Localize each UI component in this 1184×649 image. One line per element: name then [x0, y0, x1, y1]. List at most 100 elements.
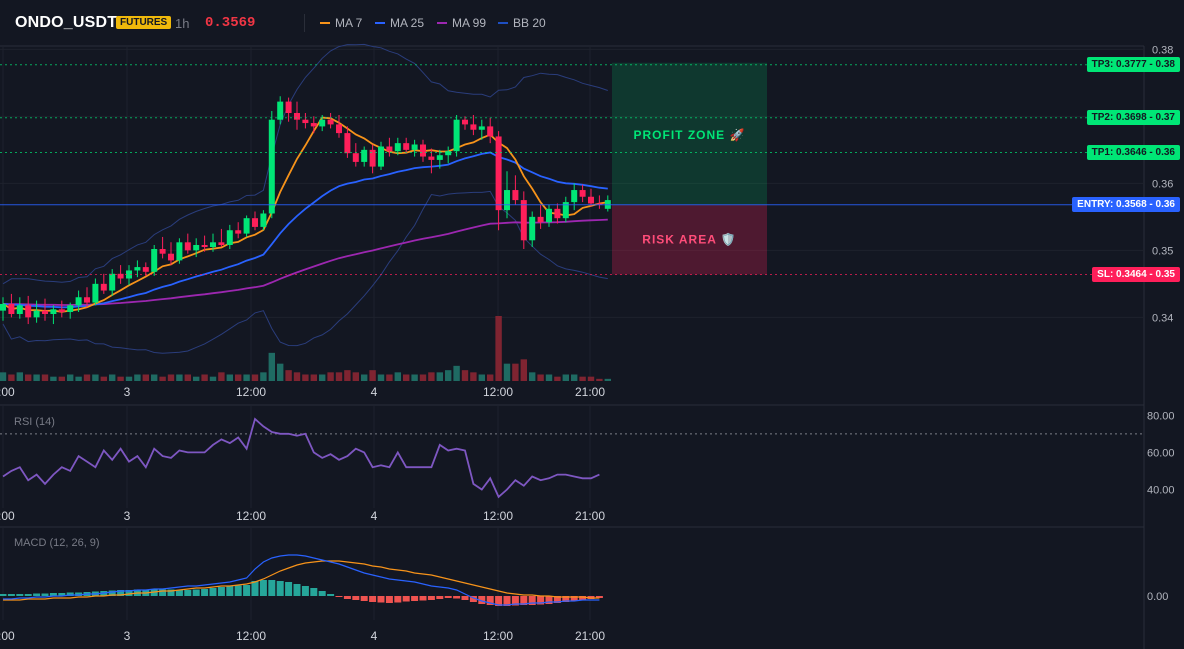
macd-histogram-bar	[7, 594, 15, 596]
macd-histogram-bar	[595, 596, 603, 598]
macd-histogram-bar	[58, 593, 66, 596]
candle-body	[84, 297, 90, 303]
candle-body	[554, 208, 561, 219]
volume-bar	[167, 374, 175, 381]
legend-ma25[interactable]: MA 25	[375, 16, 424, 30]
time-axis-label: 2:00	[0, 629, 15, 643]
macd-histogram-bar	[511, 596, 519, 606]
legend-ma7-label: MA 7	[335, 16, 363, 30]
volume-bar	[579, 376, 586, 381]
ma7-line	[2, 116, 608, 313]
volume-bar	[134, 374, 141, 381]
candle-body	[218, 242, 225, 245]
time-axis-label: 4	[371, 385, 378, 399]
volume-bar	[218, 372, 225, 381]
volume-bar	[0, 372, 7, 381]
volume-bar	[302, 374, 309, 381]
macd-histogram-bar	[259, 580, 267, 596]
macd-histogram-bar	[117, 590, 125, 596]
macd-histogram-bar	[394, 596, 402, 603]
time-axis-label: 4	[371, 629, 378, 643]
volume-bar	[495, 316, 502, 381]
candle-body	[520, 200, 527, 241]
volume-bar	[226, 374, 233, 381]
candle-body	[168, 253, 174, 261]
macd-histogram-bar	[469, 596, 477, 602]
level-tag[interactable]: TP3: 0.3777 - 0.38	[1086, 57, 1180, 73]
candle-body	[512, 190, 519, 201]
candle-body	[0, 303, 6, 311]
candle-body	[336, 124, 342, 134]
candle-body	[394, 143, 401, 152]
rsi-axis-label: 60.00	[1147, 447, 1175, 459]
candle-body	[8, 303, 15, 314]
candle-body	[176, 242, 183, 261]
level-tag[interactable]: TP2: 0.3698 - 0.37	[1086, 110, 1180, 126]
volume-bar	[461, 370, 469, 381]
candle-body	[361, 149, 368, 162]
rsi-line	[2, 417, 600, 499]
macd-histogram-bar	[0, 594, 7, 596]
macd-histogram-bar	[276, 581, 284, 596]
candle-body	[193, 244, 200, 251]
macd-histogram-bar	[293, 584, 301, 596]
macd-histogram-bar	[24, 594, 32, 596]
volume-bar	[470, 372, 477, 381]
volume-bar	[184, 374, 191, 381]
macd-histogram-bar	[234, 585, 242, 596]
macd-histogram-bar	[528, 596, 536, 605]
volume-bar	[125, 376, 133, 381]
volume-bar	[310, 374, 317, 381]
price-axis-label: 0.34	[1152, 312, 1173, 324]
last-price: 0.3569	[205, 15, 256, 31]
time-axis-label: 12:00	[483, 629, 513, 643]
volume-bar	[268, 352, 275, 381]
candle-body	[285, 101, 292, 113]
level-tag[interactable]: SL: 0.3464 - 0.35	[1092, 266, 1180, 282]
candle-body	[470, 124, 477, 130]
candle-body	[386, 146, 393, 152]
price-axis-label: 0.35	[1152, 245, 1173, 257]
candle-body	[453, 119, 460, 152]
time-axis-label: 4	[371, 509, 378, 523]
level-tag[interactable]: TP1: 0.3646 - 0.36	[1086, 145, 1180, 161]
level-tag[interactable]: ENTRY: 0.3568 - 0.36	[1072, 197, 1180, 213]
bollinger-upper-line	[2, 43, 608, 285]
candle-body	[596, 203, 603, 205]
ma7-swatch-icon	[320, 21, 330, 24]
legend-bb20[interactable]: BB 20	[498, 16, 546, 30]
volume-bar	[92, 374, 99, 381]
bollinger-lower-line	[2, 190, 608, 354]
candle-body	[184, 242, 191, 251]
legend-ma25-label: MA 25	[390, 16, 425, 30]
volume-bar	[369, 370, 376, 381]
candle-body	[487, 126, 494, 137]
macd-histogram-bar	[75, 592, 83, 596]
legend-ma99[interactable]: MA 99	[437, 16, 486, 30]
macd-histogram-bar	[411, 596, 419, 601]
candle-body	[235, 230, 242, 234]
candle-body	[243, 218, 250, 234]
candle-body	[33, 310, 40, 318]
volume-bar	[419, 374, 427, 381]
candle-body	[260, 213, 267, 227]
price-axis-label: 0.36	[1152, 178, 1173, 190]
volume-bar	[319, 374, 326, 381]
macd-histogram-bar	[251, 581, 259, 596]
symbol-name[interactable]: ONDO_USDT	[15, 14, 118, 31]
macd-histogram-bar	[201, 589, 209, 596]
candle-body	[344, 133, 351, 154]
timeframe-label[interactable]: 1h	[175, 16, 190, 31]
candle-body	[310, 123, 317, 127]
volume-bar	[394, 372, 401, 381]
volume-bar	[193, 376, 200, 381]
candle-body	[571, 190, 578, 203]
macd-histogram-bar	[436, 596, 444, 599]
candle-body	[109, 273, 116, 291]
rsi-title: RSI (14)	[14, 416, 55, 428]
legend-ma7[interactable]: MA 7	[320, 16, 362, 30]
macd-histogram-bar	[486, 596, 494, 605]
volume-bar	[67, 374, 74, 381]
candle-body	[75, 297, 82, 306]
